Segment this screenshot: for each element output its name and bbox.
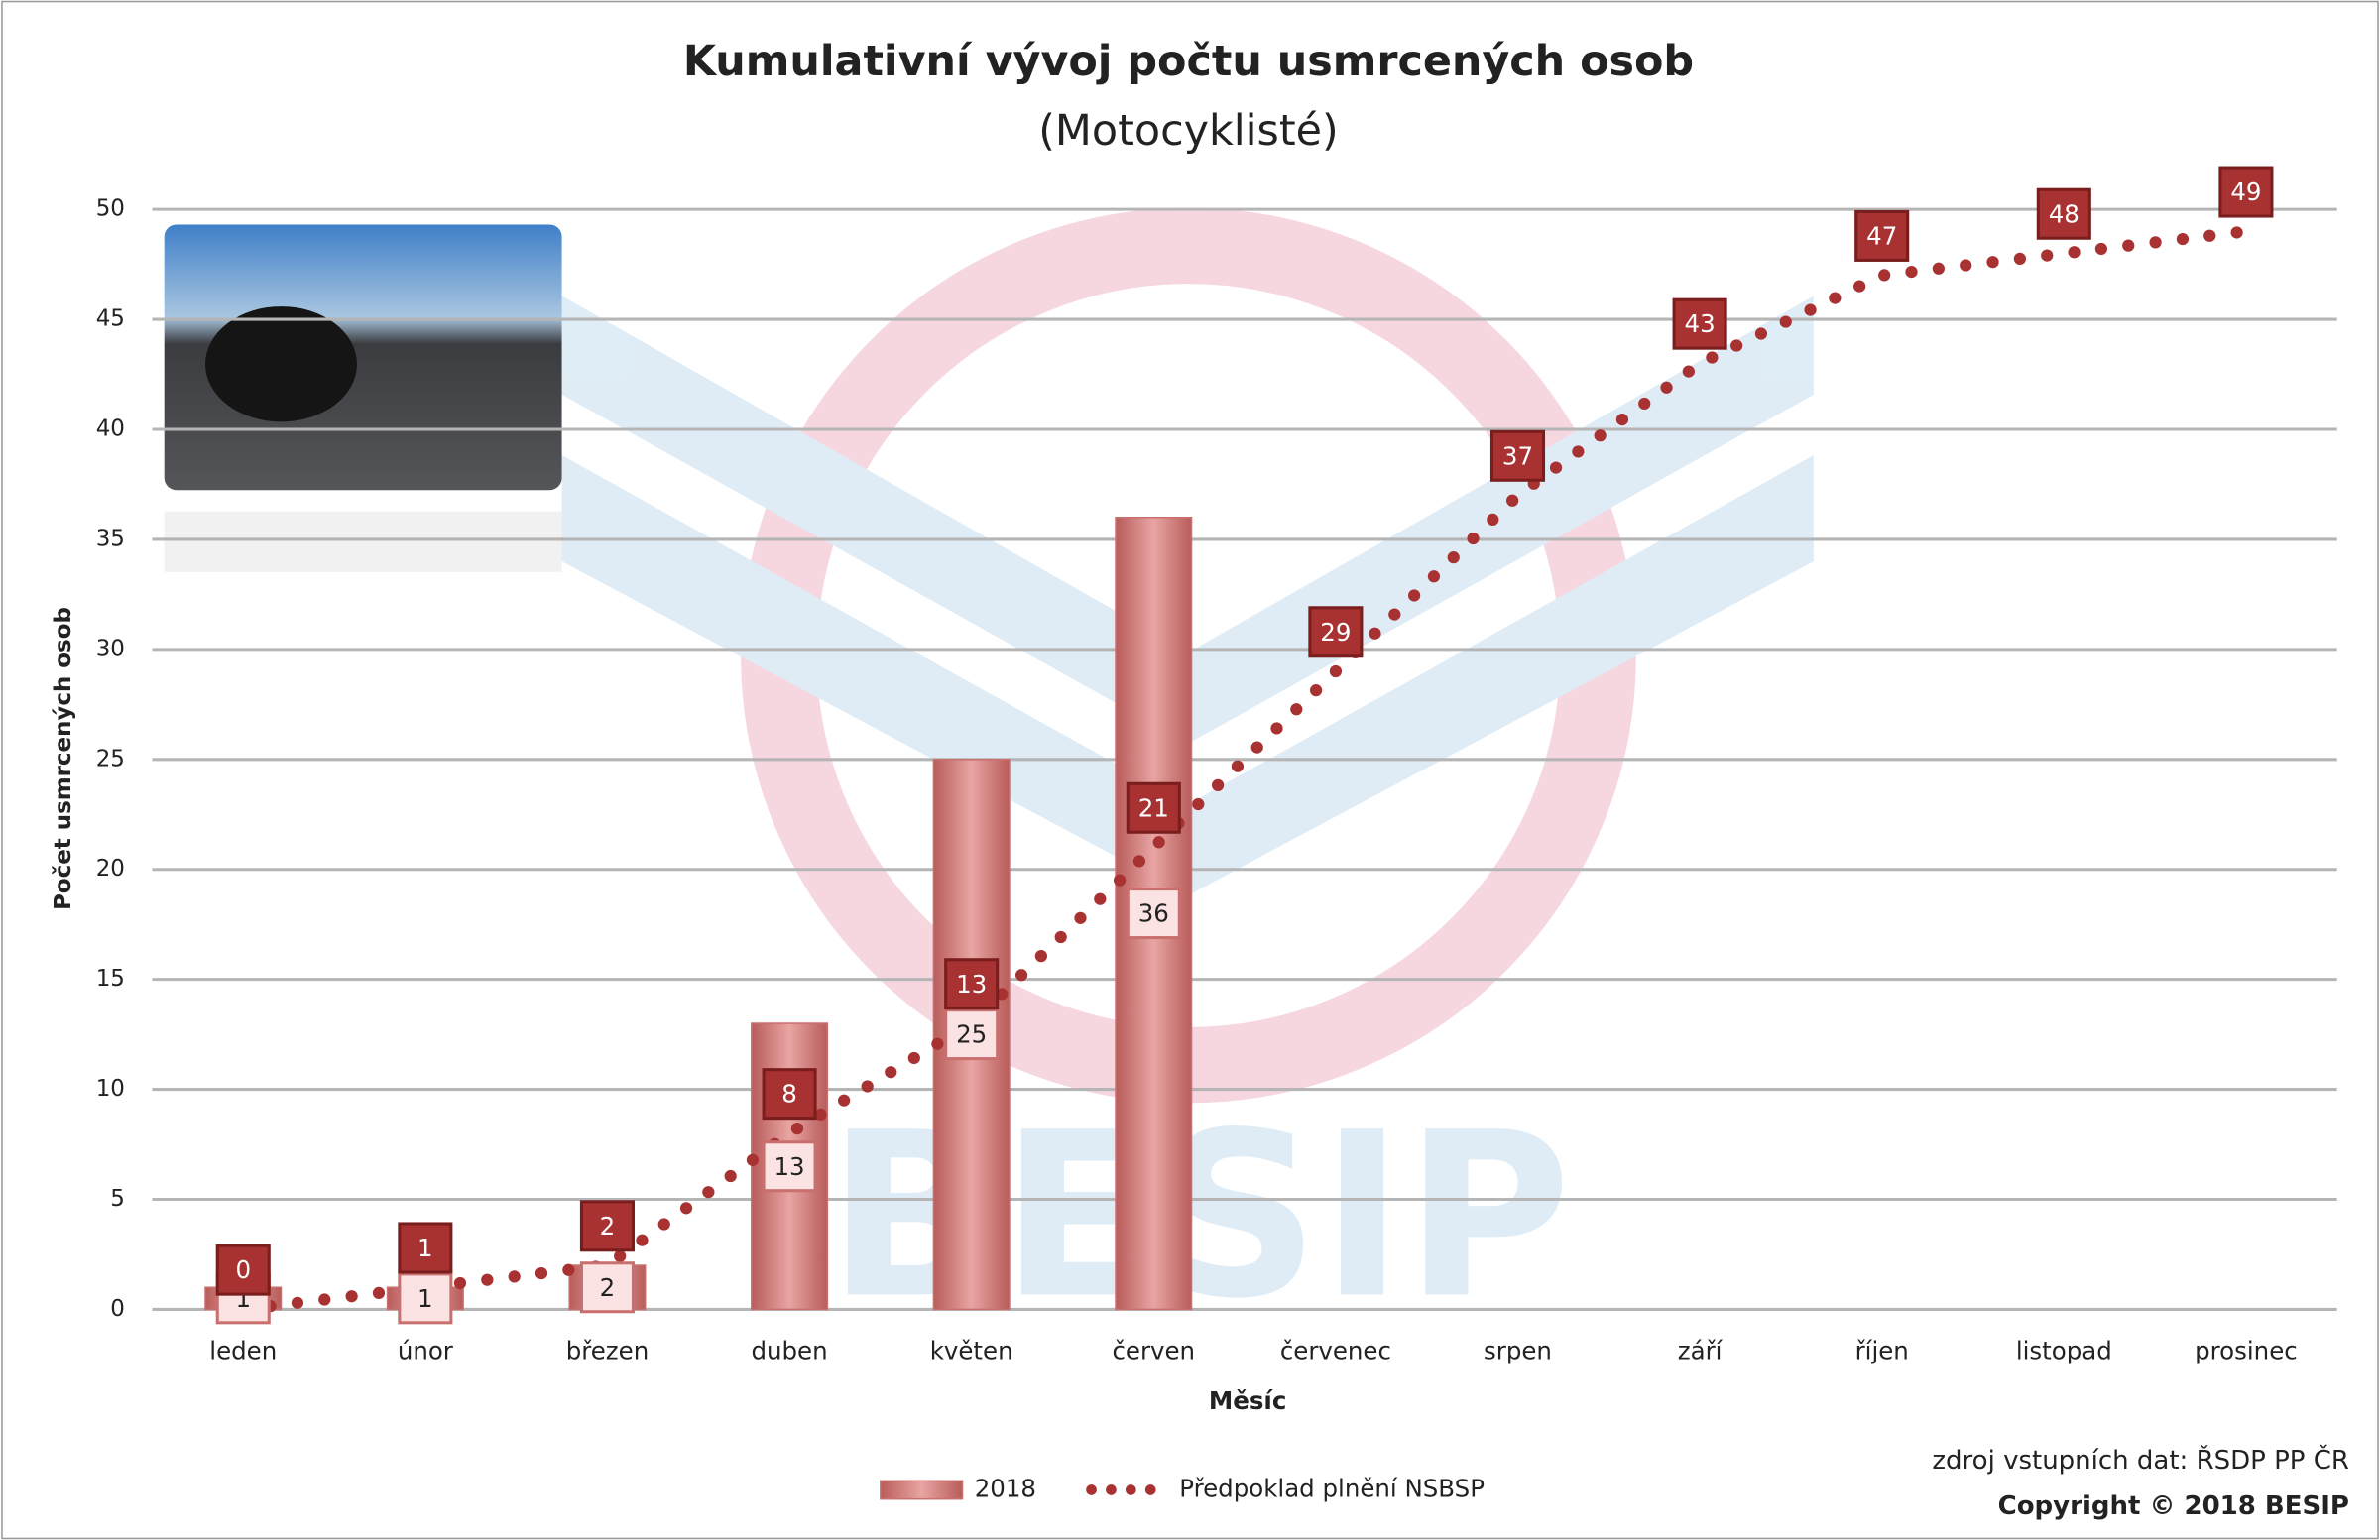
x-tick-label: leden <box>209 1336 277 1364</box>
line-value-label-box <box>2036 187 2091 240</box>
line-value-label: 13 <box>956 970 987 999</box>
legend-swatch <box>880 1480 964 1500</box>
bar-value-label-box <box>944 1008 1000 1061</box>
line-value-label-box <box>2218 166 2274 218</box>
bar-value-label: 36 <box>1138 899 1169 928</box>
x-tick-label: květen <box>930 1336 1013 1364</box>
x-tick-label: srpen <box>1484 1336 1552 1364</box>
line-value-label: 0 <box>235 1255 251 1284</box>
line-value-label-box <box>762 1068 817 1121</box>
y-tick-label: 15 <box>96 966 125 992</box>
y-tick-label: 25 <box>96 746 125 771</box>
x-tick-label: červen <box>1112 1336 1195 1364</box>
y-tick-label: 50 <box>96 196 125 222</box>
bar-value-label-box <box>762 1140 817 1193</box>
line-value-label: 49 <box>2230 178 2261 206</box>
photo <box>164 224 562 572</box>
y-tick-label: 40 <box>96 416 125 442</box>
y-tick-label: 45 <box>96 306 125 332</box>
bar-value-label-box <box>398 1272 453 1325</box>
x-tick-label: září <box>1678 1336 1724 1364</box>
line-value-label: 37 <box>1502 441 1533 470</box>
x-tick-label: červenec <box>1280 1336 1391 1364</box>
line-value-label-box <box>1489 429 1546 482</box>
line-value-label: 1 <box>417 1234 433 1262</box>
line-value-label: 8 <box>781 1080 797 1109</box>
y-tick-label: 30 <box>96 636 125 661</box>
x-tick-label: listopad <box>2016 1336 2112 1364</box>
chart-subtitle: (Motocyklisté) <box>1038 106 1339 156</box>
x-tick-label: prosinec <box>2195 1336 2298 1364</box>
y-tick-label: 0 <box>110 1296 125 1322</box>
line-value-label-box <box>398 1222 453 1274</box>
bar-value-label: 1 <box>417 1284 433 1313</box>
legend-label: Předpoklad plnění NSBSP <box>1179 1475 1485 1503</box>
line-value-label-box <box>1854 209 1910 262</box>
y-tick-label: 20 <box>96 856 125 882</box>
line-value-label: 21 <box>1138 793 1169 822</box>
line-value-label: 48 <box>2049 199 2080 228</box>
x-tick-label: říjen <box>1855 1336 1909 1364</box>
x-tick-label: duben <box>751 1336 827 1364</box>
line-value-label-box <box>1308 606 1364 658</box>
line-value-label: 29 <box>1320 618 1351 647</box>
y-axis-label: Počet usmrcených osob <box>51 607 76 910</box>
bar-value-label-box <box>579 1261 636 1314</box>
legend-label: 2018 <box>975 1475 1036 1503</box>
line-value-label-box <box>1126 781 1181 834</box>
line-value-label-box <box>579 1200 636 1252</box>
trend-line <box>237 225 2253 1316</box>
line-value-label: 43 <box>1685 309 1716 338</box>
y-tick-label: 35 <box>96 526 125 551</box>
line-value-label: 2 <box>600 1212 616 1241</box>
x-tick-label: březen <box>566 1336 650 1364</box>
line-value-label-box <box>215 1244 271 1296</box>
copyright: Copyright © 2018 BESIP <box>1998 1491 2349 1521</box>
x-axis-label: Měsíc <box>1209 1386 1286 1415</box>
y-tick-label: 10 <box>96 1076 125 1102</box>
y-tick-label: 5 <box>110 1186 125 1212</box>
x-tick-label: únor <box>398 1336 454 1364</box>
chart-title: Kumulativní vývoj počtu usmrcených osob <box>683 37 1694 86</box>
bar-value-label: 13 <box>774 1152 804 1181</box>
line-value-label-box <box>1672 297 1727 350</box>
source-note: zdroj vstupních dat: ŘSDP PP ČR <box>1932 1444 2349 1476</box>
bar-value-label-box <box>1126 888 1181 940</box>
line-value-label: 47 <box>1866 221 1897 250</box>
line-value-label-box <box>944 958 1000 1010</box>
bar-value-label: 25 <box>956 1020 987 1049</box>
bar-value-label: 2 <box>600 1273 616 1302</box>
